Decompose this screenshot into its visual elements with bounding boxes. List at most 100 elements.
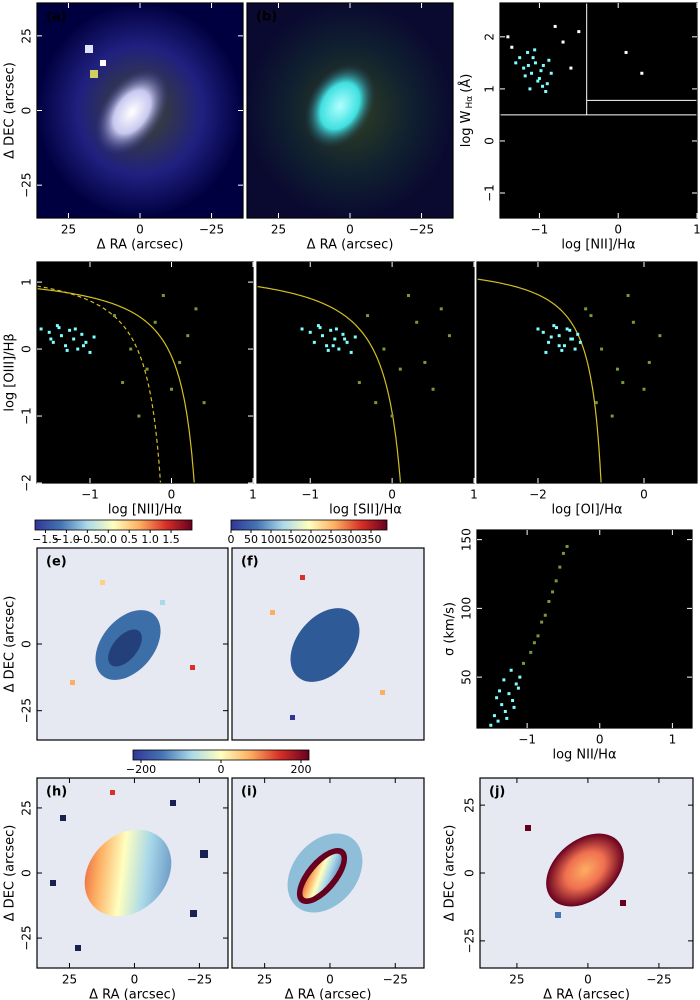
y-tick-label: 0 [20, 107, 34, 115]
x-tick-label: −25 [646, 973, 671, 987]
y-tick-label: −2 [20, 474, 34, 492]
point [573, 347, 577, 351]
y-tick-label: 150 [460, 528, 474, 551]
point [526, 63, 530, 67]
y-axis-label: Δ DEC (arcsec) [3, 596, 18, 693]
point [610, 414, 614, 418]
point [518, 56, 522, 60]
point [112, 314, 116, 318]
point [555, 326, 559, 330]
x-axis-label: log [OI]/Hα [552, 503, 623, 518]
point [186, 334, 190, 338]
frame [499, 2, 698, 219]
point [512, 705, 516, 709]
plot-background [477, 530, 692, 728]
point [560, 348, 564, 352]
x-tick-label: −1 [518, 733, 536, 747]
y-tick-label: 25 [20, 800, 34, 815]
point [312, 340, 316, 344]
point [326, 348, 330, 352]
point [552, 324, 556, 328]
point [536, 79, 540, 83]
point [55, 324, 59, 328]
colorbar-tick-label: 1.5 [162, 533, 180, 546]
x-tick-label: −1 [301, 488, 319, 502]
point [496, 719, 500, 723]
x-axis-label: Δ RA (arcsec) [285, 988, 372, 1000]
point [578, 340, 582, 344]
point [447, 334, 451, 338]
point [568, 328, 572, 332]
point [558, 565, 562, 569]
point [492, 714, 496, 718]
point [658, 334, 662, 338]
point [353, 335, 357, 339]
point [557, 334, 561, 338]
y-axis-label: σ (km/s) [443, 602, 458, 656]
point [642, 387, 646, 391]
x-tick-label: 25 [509, 973, 524, 987]
y-tick-label: 0 [20, 869, 34, 877]
map-e [37, 548, 228, 740]
y-axis-label-main: log W [459, 110, 474, 147]
point [489, 723, 493, 727]
point [202, 401, 206, 405]
y-tick-label: 1 [483, 85, 497, 93]
demarcation-curve [477, 278, 602, 483]
point [39, 327, 43, 331]
x-tick-label: 25 [62, 973, 77, 987]
y-tick-label: 25 [463, 798, 477, 813]
plot-area [489, 545, 569, 727]
x-axis-label: Δ RA (arcsec) [97, 238, 184, 253]
panel-label: (f) [241, 555, 259, 570]
region-label: sAGN [648, 23, 681, 37]
point [530, 71, 534, 75]
point [137, 414, 141, 418]
point [64, 344, 68, 348]
point [569, 66, 573, 70]
point [345, 340, 349, 344]
y-tick-label: 0 [483, 137, 497, 145]
panel-label: (h) [46, 785, 67, 800]
y-tick-label: 0 [20, 345, 34, 353]
panel-label: (b) [256, 10, 277, 25]
point [65, 348, 69, 352]
x-axis-label: log [SII]/Hα [329, 503, 402, 518]
frame [231, 777, 425, 969]
point [533, 48, 537, 52]
point [541, 63, 545, 67]
colorbar-tick-label: 0.0 [100, 533, 118, 546]
colorbar-tick-label: 0 [218, 763, 225, 776]
panel-label: (a) [46, 10, 67, 25]
point [626, 293, 630, 297]
point [329, 328, 333, 332]
point [161, 293, 165, 297]
point [366, 314, 370, 318]
frame [476, 261, 698, 484]
point [532, 641, 536, 645]
point [92, 335, 96, 339]
colorbar-tick-label: −200 [126, 763, 156, 776]
point [337, 347, 341, 351]
colorbar-tick-label: 1.0 [141, 533, 159, 546]
y-axis-label-unit: (Å) [458, 74, 474, 93]
point [565, 545, 569, 548]
point [49, 337, 53, 341]
colorbar [132, 749, 310, 761]
x-tick-label: 0 [168, 488, 176, 502]
frame [36, 261, 254, 484]
region-label: Retired [506, 180, 549, 194]
plot-area [37, 285, 206, 483]
y-tick-label: −25 [20, 698, 34, 723]
x-axis-label: log [NII]/Hα [108, 503, 182, 518]
point [594, 401, 598, 405]
point [423, 360, 427, 364]
point [505, 716, 509, 720]
x-tick-label: −25 [383, 973, 408, 987]
point [129, 347, 133, 351]
y-tick-label: 50 [460, 669, 474, 684]
x-tick-label: −1 [81, 488, 99, 502]
point [398, 367, 402, 371]
x-axis-label: log NII/Hα [552, 748, 616, 763]
